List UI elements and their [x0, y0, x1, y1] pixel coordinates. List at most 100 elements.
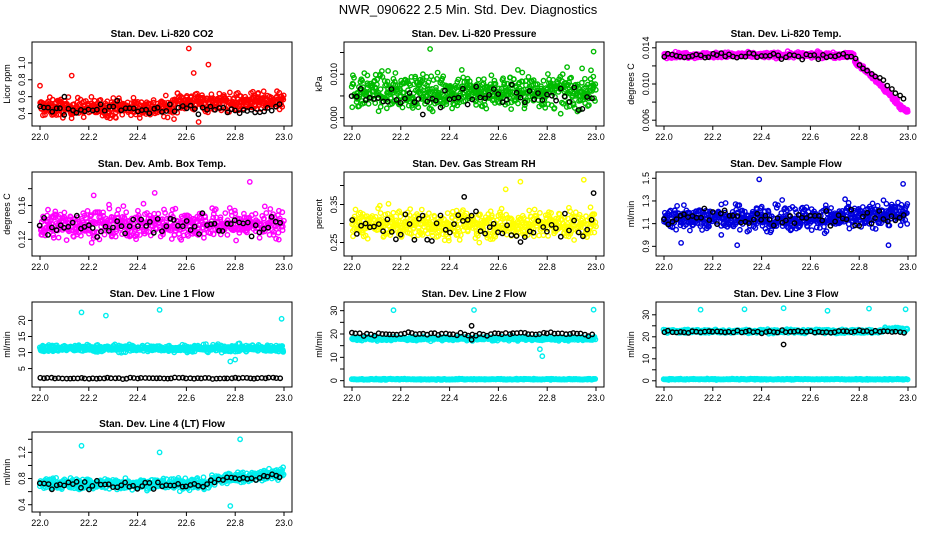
data-point [508, 81, 515, 88]
y-tick-label: 0.014 [641, 37, 651, 60]
data-point [464, 228, 471, 235]
data-point [540, 224, 547, 230]
data-point [279, 223, 286, 230]
chart-title: Stan. Dev. Li-820 Temp. [731, 29, 842, 40]
x-tick-label: 23.0 [587, 132, 605, 142]
data-point [405, 102, 412, 109]
data-point [774, 215, 781, 222]
data-point [104, 374, 111, 381]
data-point [275, 236, 282, 243]
x-tick-label: 22.2 [704, 262, 722, 272]
y-tick-label: 0.35 [329, 196, 339, 214]
x-tick-label: 22.4 [753, 132, 771, 142]
data-point [190, 70, 197, 76]
data-point [135, 223, 141, 230]
data-point [134, 231, 140, 238]
data-point [364, 72, 371, 79]
data-point [268, 213, 275, 220]
data-point [508, 232, 515, 239]
data-point [835, 212, 842, 219]
data-point [68, 115, 75, 122]
data-point [504, 222, 510, 229]
data-point [808, 227, 815, 234]
data-point [432, 97, 439, 104]
data-point [832, 218, 838, 225]
data-point [143, 222, 150, 229]
x-tick-label: 22.8 [538, 132, 556, 142]
data-point [469, 96, 476, 103]
y-tick-label: 0.6 [17, 90, 27, 103]
data-point [461, 193, 468, 200]
data-point [120, 203, 127, 210]
x-tick-label: 22.0 [343, 262, 361, 272]
data-point [464, 101, 471, 108]
data-point [348, 93, 355, 100]
data-point [823, 228, 830, 235]
data-point [63, 237, 70, 244]
data-point [210, 231, 217, 238]
y-axis-label: ml/min [314, 331, 324, 358]
data-point [406, 221, 413, 227]
data-point [424, 236, 431, 243]
data-point [845, 199, 852, 206]
data-point [391, 78, 398, 85]
data-point [588, 216, 595, 223]
data-point [557, 110, 564, 117]
data-point [88, 239, 95, 246]
data-point [460, 207, 466, 214]
data-point [718, 50, 725, 56]
data-point [876, 208, 883, 214]
data-point [261, 215, 267, 222]
data-point [49, 96, 56, 103]
data-point [364, 235, 371, 242]
data-point [416, 215, 422, 222]
x-tick-label: 22.0 [343, 132, 361, 142]
data-point [106, 205, 113, 212]
data-point [722, 200, 729, 206]
data-point [492, 80, 499, 87]
data-point [246, 178, 253, 185]
data-point [822, 202, 829, 209]
data-point [61, 93, 68, 100]
data-point [172, 205, 179, 212]
x-tick-label: 22.8 [538, 262, 556, 272]
y-tick-label: 15 [17, 331, 27, 341]
data-point [260, 88, 267, 95]
series-reference [349, 190, 597, 245]
y-tick-label: 20 [329, 329, 339, 339]
data-point [815, 56, 822, 63]
x-tick-label: 22.2 [80, 132, 98, 142]
data-point [270, 231, 277, 238]
x-tick-label: 22.4 [441, 132, 459, 142]
data-point [827, 222, 834, 229]
data-point [392, 236, 399, 243]
data-point [397, 231, 404, 238]
x-tick-label: 22.0 [343, 393, 361, 403]
data-point [164, 114, 171, 121]
data-point [119, 111, 126, 118]
data-point [579, 106, 586, 112]
data-point [251, 375, 257, 382]
y-tick-label: 10 [329, 352, 339, 362]
data-point [163, 108, 170, 114]
data-point [734, 242, 741, 249]
data-point [880, 216, 887, 222]
data-point [213, 375, 220, 382]
data-point [513, 233, 520, 239]
data-point [456, 236, 463, 243]
data-point [584, 226, 591, 233]
data-point [823, 208, 830, 215]
data-point [248, 233, 255, 240]
data-point [196, 231, 203, 237]
data-point [702, 54, 708, 61]
data-point [379, 74, 386, 80]
data-point [568, 74, 574, 81]
data-point [575, 229, 582, 236]
data-point [508, 216, 515, 223]
data-point [162, 92, 169, 99]
plot-frame [343, 41, 605, 127]
data-point [442, 226, 449, 233]
data-point [425, 79, 432, 86]
data-point [195, 119, 202, 125]
